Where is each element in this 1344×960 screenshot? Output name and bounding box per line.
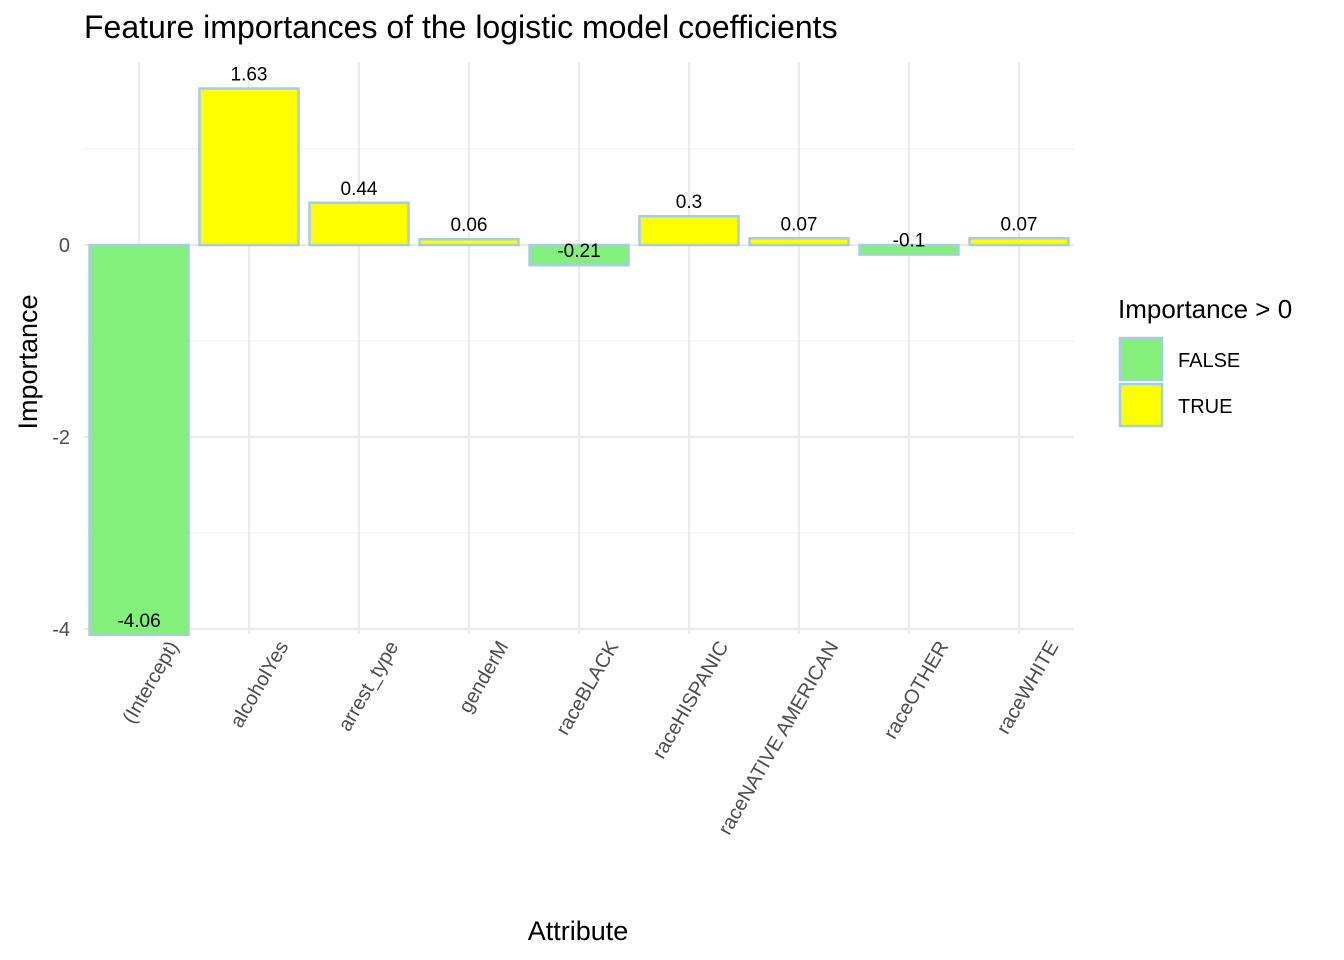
y-axis-ticks: 0 -2 -4	[52, 235, 70, 641]
x-tick-label: alcoholYes	[226, 638, 293, 732]
legend-label-false: FALSE	[1178, 350, 1240, 372]
x-tick-label: raceWHITE	[993, 638, 1064, 738]
x-tick-label: arrest_type	[334, 638, 403, 736]
bar-racenative-american	[748, 237, 850, 247]
x-axis-title: Attribute	[528, 916, 629, 946]
bar-raceblack	[528, 243, 630, 267]
bar-value-label: -0.21	[557, 241, 600, 262]
bar-value-label: 0.06	[451, 215, 488, 236]
legend-swatch-false	[1118, 336, 1164, 382]
bar-value-label: 0.3	[676, 192, 702, 213]
bar-value-label: 1.63	[231, 65, 268, 86]
bar-genderm	[418, 237, 520, 247]
chart-title: Feature importances of the logistic mode…	[84, 9, 838, 45]
bar-alcoholyes	[198, 87, 300, 247]
x-axis-ticks: (Intercept) alcoholYes arrest_type genderM r…	[119, 637, 1064, 839]
bar-value-label: 0.44	[341, 179, 378, 200]
grid-lines	[84, 62, 1074, 634]
bar-value-label: 0.07	[1001, 214, 1038, 235]
bar-intercept	[88, 243, 190, 637]
legend-entries: FALSE TRUE	[1118, 336, 1240, 428]
x-tick-label: (Intercept)	[119, 638, 184, 728]
bar-arrest-type	[308, 201, 410, 247]
x-tick-label: raceNATIVE AMERICAN	[714, 638, 843, 839]
legend-title: Importance > 0	[1118, 294, 1292, 324]
x-tick-label: raceOTHER	[880, 638, 954, 743]
legend: Importance > 0 FALSE TRUE	[1118, 294, 1292, 428]
bar-racehispanic	[638, 214, 740, 247]
y-tick-label: 0	[59, 235, 70, 257]
bar-value-label: -4.06	[117, 611, 160, 632]
y-tick-label: -2	[52, 427, 70, 449]
bar-raceother	[858, 243, 960, 256]
x-tick-label: raceHISPANIC	[648, 638, 733, 763]
x-tick-label: genderM	[455, 638, 514, 717]
legend-label-true: TRUE	[1178, 396, 1232, 418]
y-tick-label: -4	[52, 619, 70, 641]
bar-value-label: 0.07	[781, 214, 818, 235]
x-tick-label: raceBLACK	[552, 637, 624, 739]
bar-value-label: -0.1	[893, 231, 926, 252]
bars	[88, 87, 1070, 637]
y-axis-title: Importance	[13, 294, 43, 429]
legend-swatch-true	[1118, 382, 1164, 428]
bar-racewhite	[968, 237, 1070, 247]
data-labels: -4.06 1.63 0.44 0.06 -0.21 0.3 0.07 -0.1 0.07	[117, 65, 1037, 632]
